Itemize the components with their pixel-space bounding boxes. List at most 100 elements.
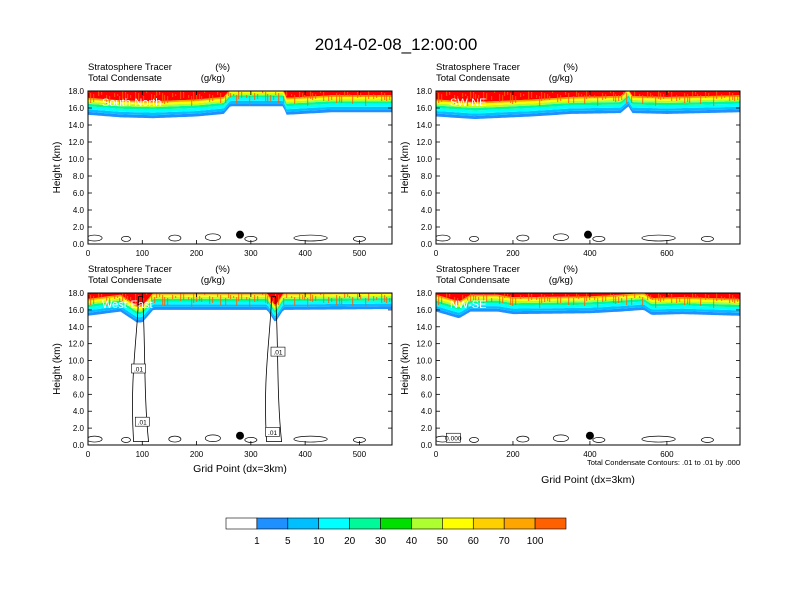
condensate-contour bbox=[204, 434, 221, 442]
y-tick-label: 0.0 bbox=[421, 441, 433, 450]
y-tick-label: 0.0 bbox=[73, 240, 85, 249]
tracer-streak bbox=[491, 298, 493, 302]
location-marker bbox=[585, 431, 594, 440]
x-axis-label: Grid Point (dx=3km) bbox=[193, 463, 287, 475]
tracer-streak bbox=[615, 94, 617, 102]
tracer-streak bbox=[146, 91, 148, 93]
tracer-streak bbox=[473, 92, 475, 98]
y-tick-label: 2.0 bbox=[421, 424, 433, 433]
tracer-streak bbox=[689, 298, 691, 305]
tracer-streak bbox=[183, 92, 185, 98]
x-tick-label: 300 bbox=[244, 249, 258, 258]
tracer-streak bbox=[151, 296, 153, 304]
panel-label: SW-NE bbox=[450, 97, 486, 109]
tracer-streak bbox=[438, 295, 440, 305]
tracer-streak bbox=[339, 296, 341, 304]
tracer-streak bbox=[502, 297, 504, 303]
tracer-streak bbox=[716, 91, 718, 99]
tracer-streak bbox=[602, 93, 604, 100]
tracer-streak bbox=[217, 294, 219, 297]
location-marker bbox=[236, 230, 244, 239]
tracer-streak bbox=[515, 96, 517, 103]
colorbar-level-label: 5 bbox=[285, 536, 291, 547]
tracer-streak bbox=[512, 95, 514, 104]
y-tick-label: 14.0 bbox=[68, 121, 84, 130]
y-tick-label: 14.0 bbox=[416, 121, 432, 130]
tracer-streak bbox=[323, 294, 325, 303]
tracer-streak bbox=[457, 96, 459, 103]
tracer-streak bbox=[462, 295, 464, 299]
x-tick-label: 500 bbox=[353, 450, 367, 459]
tracer-streak bbox=[454, 297, 456, 306]
tracer-streak bbox=[541, 294, 543, 303]
tracer-streak bbox=[695, 92, 697, 95]
tracer-streak bbox=[384, 93, 386, 100]
tracer-streak bbox=[618, 297, 620, 303]
tracer-streak bbox=[246, 95, 248, 98]
y-tick-label: 2.0 bbox=[73, 424, 85, 433]
tracer-streak bbox=[204, 91, 206, 93]
contour-label-text: .01 bbox=[134, 367, 143, 374]
tracer-streak bbox=[626, 295, 628, 305]
tracer-streak bbox=[193, 294, 195, 303]
tracer-band bbox=[436, 101, 740, 117]
tracer-streak bbox=[621, 96, 623, 100]
tracer-streak bbox=[320, 91, 322, 93]
tracer-streak bbox=[365, 96, 367, 106]
y-tick-label: 6.0 bbox=[73, 189, 85, 198]
tracer-streak bbox=[732, 93, 734, 100]
y-tick-label: 16.0 bbox=[68, 104, 84, 113]
contour-value-label: 0.000 bbox=[445, 432, 462, 443]
tracer-streak bbox=[658, 293, 660, 301]
x-tick-label: 0 bbox=[434, 249, 439, 258]
plot-frame bbox=[87, 292, 393, 446]
colorbar-swatch bbox=[349, 517, 381, 530]
tracer-streak bbox=[307, 298, 309, 308]
tracer-streak bbox=[357, 294, 359, 300]
field-units: (%) bbox=[215, 264, 230, 275]
tracer-streak bbox=[605, 296, 607, 301]
tracer-streak bbox=[249, 298, 251, 308]
tracer-streak bbox=[478, 297, 480, 300]
panel-nw-se: Stratosphere Tracer (%) Total Condensate (g… bbox=[400, 264, 741, 486]
y-tick-label: 18.0 bbox=[68, 87, 84, 96]
x-axis-label: Grid Point (dx=3km) bbox=[541, 474, 635, 486]
condensate-contour bbox=[168, 435, 182, 443]
tracer-streak bbox=[270, 95, 272, 101]
tracer-streak bbox=[286, 91, 288, 96]
tracer-streak bbox=[594, 297, 596, 300]
tracer-streak bbox=[520, 295, 522, 299]
tracer-streak bbox=[621, 298, 623, 302]
contour-label: Total Condensate bbox=[88, 73, 162, 84]
tracer-streak bbox=[483, 92, 485, 101]
tracer-streak bbox=[536, 95, 538, 98]
tracer-streak bbox=[347, 92, 349, 95]
contour-label: Total Condensate bbox=[436, 275, 510, 286]
tracer-streak bbox=[331, 96, 333, 100]
tracer-streak bbox=[504, 91, 506, 96]
tracer-streak bbox=[299, 294, 301, 300]
tracer-streak bbox=[130, 95, 132, 98]
tracer-streak bbox=[389, 96, 391, 100]
tracer-streak bbox=[349, 94, 351, 96]
tracer-streak bbox=[737, 96, 739, 100]
tracer-streak bbox=[225, 298, 227, 305]
plot-background bbox=[436, 293, 740, 445]
tracer-streak bbox=[462, 93, 464, 97]
tracer-streak bbox=[257, 296, 259, 301]
tracer-streak bbox=[267, 296, 269, 304]
x-tick-label: 200 bbox=[506, 450, 520, 459]
tracer-streak bbox=[125, 294, 127, 300]
x-tick-label: 600 bbox=[660, 450, 674, 459]
tracer-streak bbox=[98, 293, 100, 298]
tracer-streak bbox=[156, 293, 158, 298]
condensate-contour bbox=[436, 234, 451, 242]
tracer-streak bbox=[183, 294, 185, 300]
tracer-streak bbox=[605, 94, 607, 99]
contour-footnote: Total Condensate Contours: .01 to .01 by… bbox=[587, 458, 740, 467]
y-axis-label: Height (km) bbox=[400, 343, 411, 395]
contour-units: (g/kg) bbox=[201, 73, 225, 84]
tracer-streak bbox=[109, 298, 111, 305]
y-tick-label: 10.0 bbox=[68, 357, 84, 366]
tracer-streak bbox=[668, 293, 670, 295]
